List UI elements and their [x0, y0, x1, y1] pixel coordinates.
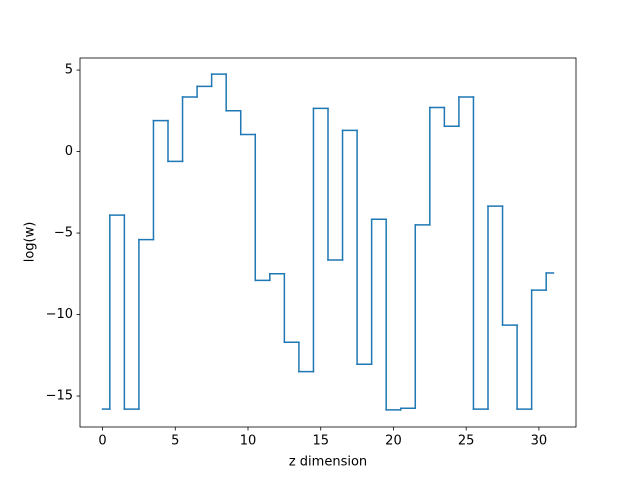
x-tick-label: 5: [171, 434, 179, 449]
y-tick-label: 0: [65, 144, 73, 159]
y-axis-label: log(w): [23, 222, 38, 263]
y-tick-label: 5: [65, 63, 73, 78]
x-tick-label: 20: [385, 434, 402, 449]
x-tick-label: 10: [240, 434, 257, 449]
x-tick-label: 0: [98, 434, 106, 449]
plot-frame: [79, 57, 577, 428]
x-tick-label: 30: [531, 434, 548, 449]
x-axis-label: z dimension: [289, 455, 367, 470]
y-tick-label: −5: [54, 226, 73, 241]
x-tick-label: 25: [458, 434, 475, 449]
y-tick-label: −15: [46, 389, 73, 404]
y-tick-label: −10: [46, 307, 73, 322]
x-tick-label: 15: [312, 434, 329, 449]
